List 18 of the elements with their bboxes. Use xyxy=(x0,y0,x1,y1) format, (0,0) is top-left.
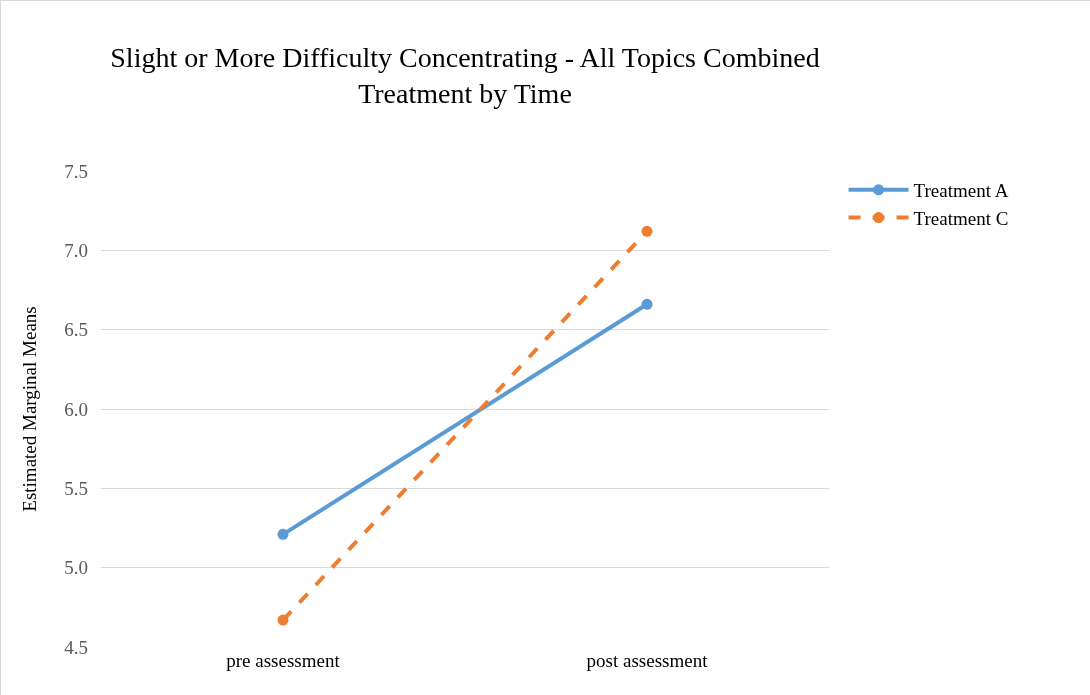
y-axis-title: Estimated Marginal Means xyxy=(19,306,41,512)
y-tick-label: 5.5 xyxy=(64,477,88,499)
x-tick-label: post assessment xyxy=(586,650,709,671)
x-tick-label: pre assessment xyxy=(226,650,341,671)
y-tick-label: 5.0 xyxy=(64,557,88,579)
chart-subtitle: Treatment by Time xyxy=(358,78,572,110)
legend-label: Treatment C xyxy=(913,207,1009,229)
legend-label: Treatment A xyxy=(913,180,1009,202)
point xyxy=(641,298,653,310)
point xyxy=(277,528,289,540)
y-tick-label: 6.5 xyxy=(64,319,88,341)
point xyxy=(641,225,653,237)
point xyxy=(277,614,289,626)
y-tick-label: 7.0 xyxy=(64,239,88,261)
y-tick-label: 6.0 xyxy=(64,398,88,420)
y-tick-label: 7.5 xyxy=(64,160,88,182)
chart-title: Slight or More Difficulty Concentrating - All Topics Combined xyxy=(110,42,820,74)
y-tick-label: 4.5 xyxy=(64,636,88,658)
